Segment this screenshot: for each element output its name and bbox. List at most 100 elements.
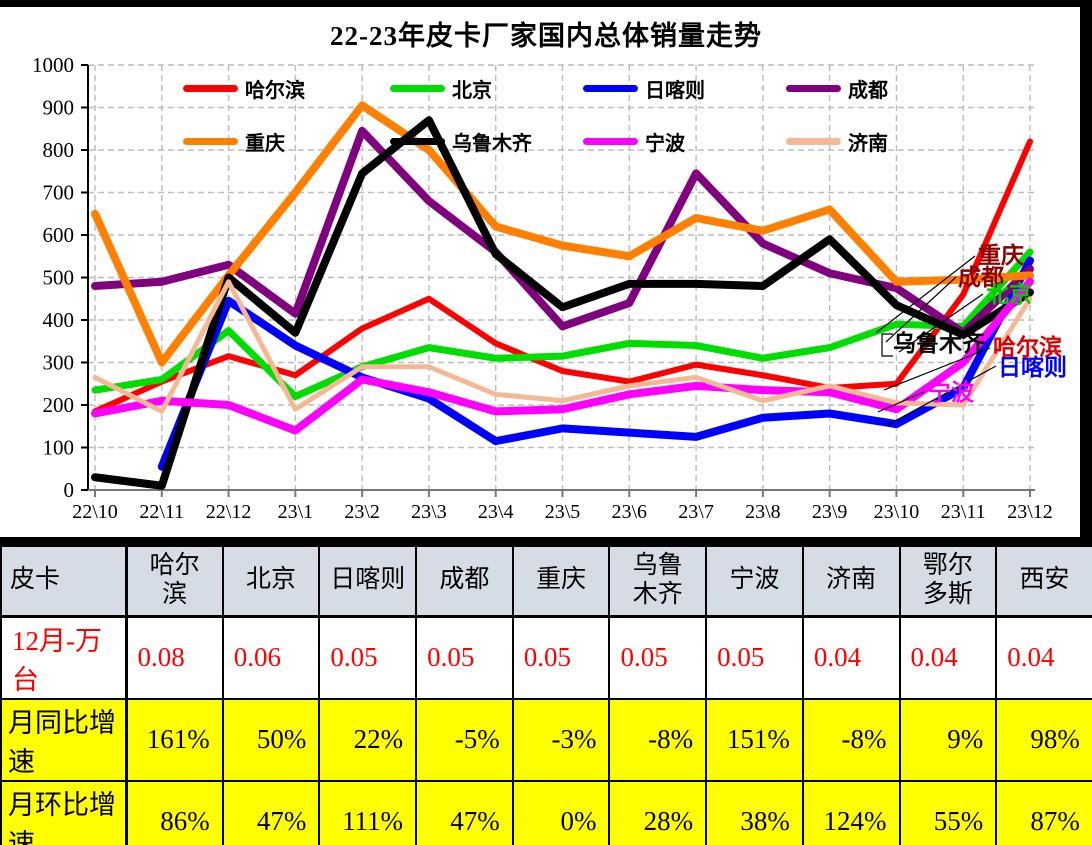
x-tick-label: 23\11: [941, 501, 986, 523]
series-end-label: 日喀则: [998, 355, 1067, 380]
x-tick-label: 22\11: [139, 501, 184, 523]
table-cell: -3%: [511, 697, 611, 782]
table-cell: 38%: [705, 779, 804, 845]
table-cell: 111%: [318, 779, 418, 845]
x-tick-label: 23\7: [678, 501, 714, 523]
series-line: [92, 138, 1033, 415]
sales-stats-table: 皮卡 哈尔 滨北京 日喀则 成都 重庆 乌鲁 木齐 宁波 济南 鄂尔 多斯 西安 12月-万台 0.0…: [0, 545, 1092, 845]
table-header-cell: 成都: [415, 545, 514, 618]
series-end-label: 重庆: [978, 243, 1024, 268]
table-header-cell: 宁波: [705, 545, 804, 618]
table-row-label: 月同比增速: [0, 697, 128, 782]
table-cell: -5%: [415, 697, 514, 782]
x-tick-label: 23\1: [278, 501, 314, 523]
table-cell: 50%: [221, 697, 321, 782]
chart-canvas: 0 100 200 300 400 500 600 700 800 900 1000 22\10 22\…: [32, 53, 1053, 523]
legend-label: 成都: [848, 79, 888, 102]
y-tick-label: 600: [43, 223, 75, 247]
series-line: [91, 248, 1034, 400]
series-line: [91, 116, 1034, 490]
table-header-cell: 济南: [801, 545, 901, 618]
legend-label: 宁波: [645, 132, 685, 155]
table-row: 月同比增速 161% 50% 22% -5% -3% -8% 151% -8% 9% 98%: [0, 697, 1092, 782]
table-cell: 0.06: [221, 615, 321, 700]
table-cell: 151%: [705, 697, 804, 782]
table-header-cell: 西安: [995, 545, 1092, 618]
x-tick-label: 23\10: [874, 501, 920, 523]
series-line: [157, 256, 1034, 471]
x-tick-label: 22\10: [72, 501, 118, 523]
table-header-cell: 北京: [221, 545, 321, 618]
table-cell: 47%: [221, 779, 321, 845]
table-header-cell: 日喀则: [318, 545, 418, 618]
table-cell: 9%: [898, 697, 998, 782]
table-cell: 0.05: [608, 615, 708, 700]
table-cell: 0%: [511, 779, 611, 845]
legend-swatch-icon: [183, 84, 238, 92]
table-cell: 98%: [995, 697, 1092, 782]
right-border: [1080, 0, 1092, 537]
x-tick-label: 23\4: [478, 501, 514, 523]
series-end-label: 宁波: [928, 380, 974, 405]
y-tick-label: 200: [43, 393, 75, 417]
legend-item: 济南: [786, 130, 888, 155]
x-tick-label: 23\12: [1007, 501, 1053, 523]
annotation-leader-line: [885, 276, 957, 343]
y-tick-label: 100: [43, 436, 75, 460]
legend-swatch-icon: [786, 137, 841, 145]
table-cell: -8%: [608, 697, 708, 782]
table-cell: 124%: [801, 779, 901, 845]
x-tick-label: 23\9: [812, 501, 848, 523]
legend-item: 北京: [390, 77, 492, 102]
table-cell: 0.04: [995, 615, 1092, 700]
table-cell: 47%: [415, 779, 514, 845]
table-row: 月环比增速 86% 47% 111% 47% 0% 28% 38% 124% 55% 87%: [0, 779, 1092, 845]
annotation-leader-line: [883, 347, 991, 391]
series-end-label: 北京: [986, 282, 1032, 307]
legend-swatch-icon: [583, 84, 638, 92]
table-header-cell: 重庆: [511, 545, 611, 618]
annotation-leader-line: [875, 255, 976, 334]
table-row-label: 12月-万台: [0, 615, 128, 700]
table-cell: 0.04: [898, 615, 998, 700]
table-cell: 0.05: [415, 615, 514, 700]
annotation-leader-line: [877, 391, 925, 413]
chart-title: 22-23年皮卡厂家国内总体销量走势: [330, 21, 762, 51]
annotation-leader-line: [885, 365, 997, 427]
legend-item: 哈尔滨: [183, 77, 305, 102]
table-cell: 28%: [608, 779, 708, 845]
table-row: 12月-万台 0.08 0.06 0.05 0.05 0.05 0.05 0.05 0.04 0.…: [0, 615, 1092, 700]
legend-swatch-icon: [390, 137, 445, 145]
table-header-row: 皮卡 哈尔 滨北京 日喀则 成都 重庆 乌鲁 木齐 宁波 济南 鄂尔 多斯 西安: [0, 545, 1092, 618]
x-tick-label: 23\2: [344, 501, 380, 523]
legend-swatch-icon: [183, 137, 238, 145]
legend-swatch-icon: [786, 84, 841, 92]
y-tick-label: 400: [43, 308, 75, 332]
series-line: [91, 277, 1034, 435]
table-row-label: 月环比增速: [0, 779, 128, 845]
table-cell: 0.05: [318, 615, 418, 700]
table-cell: 55%: [898, 779, 998, 845]
annotation-leader-line: [898, 293, 984, 353]
y-tick-label: 700: [43, 181, 75, 205]
table-cell: 0.05: [511, 615, 611, 700]
y-tick-label: 0: [64, 478, 75, 502]
y-tick-label: 300: [43, 351, 75, 375]
legend-label: 北京: [452, 79, 492, 102]
x-tick-label: 23\8: [745, 501, 781, 523]
legend-label: 乌鲁木齐: [452, 132, 532, 155]
x-tick-label: 23\6: [612, 501, 648, 523]
table-cell: 0.08: [125, 615, 224, 700]
annotation-leader-line: [881, 333, 893, 357]
legend-label: 济南: [848, 132, 888, 155]
table-cell: 0.04: [801, 615, 901, 700]
table-cell: 86%: [125, 779, 224, 845]
table-cell: -8%: [801, 697, 901, 782]
legend-label: 重庆: [245, 132, 285, 155]
table-cell: 22%: [318, 697, 418, 782]
legend-label: 日喀则: [645, 79, 705, 102]
y-tick-label: 900: [43, 96, 75, 120]
legend-item: 成都: [786, 77, 888, 102]
table-header-cell: 乌鲁 木齐: [608, 545, 708, 618]
